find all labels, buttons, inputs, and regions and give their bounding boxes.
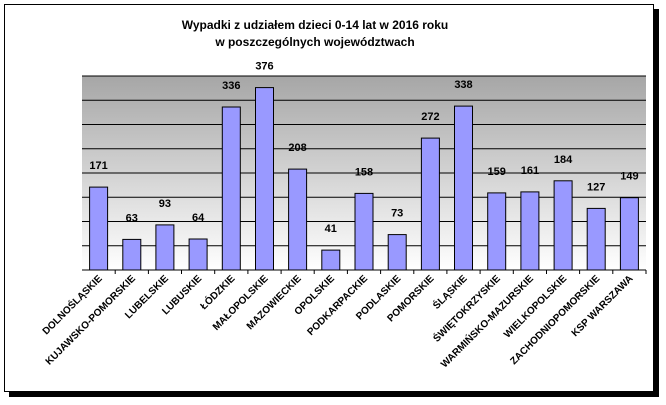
- data-label: 161: [521, 165, 539, 177]
- data-label: 93: [159, 198, 171, 210]
- bar: [221, 106, 241, 271]
- category-label: KSP WARSZAWA: [570, 273, 636, 339]
- bar: [288, 168, 308, 271]
- data-label: 158: [355, 166, 373, 178]
- bar: [420, 137, 440, 271]
- bar: [387, 234, 407, 271]
- data-labels: 171 63 93 64 336 376 208 41 158 73 272 338 159 161 184…: [89, 61, 638, 236]
- bar: [619, 197, 639, 271]
- data-label: 338: [454, 79, 472, 91]
- category-label: WIELKOPOLSKIE: [502, 273, 569, 340]
- data-label: 171: [89, 160, 107, 172]
- bar: [321, 249, 341, 271]
- category-label: PODKARPACKIE: [305, 273, 370, 338]
- bar-chart: Wypadki z udziałem dzieci 0-14 lat w 201…: [39, 18, 647, 370]
- data-label: 159: [488, 166, 506, 178]
- category-label: DOLNOŚLĄSKIE: [39, 272, 105, 338]
- data-label: 376: [255, 61, 273, 73]
- category-labels: DOLNOŚLĄSKIEKUJAWSKO-POMORSKIELUBELSKIEL…: [39, 270, 647, 370]
- bars: [89, 87, 639, 271]
- bar: [354, 192, 374, 271]
- bar: [487, 192, 507, 271]
- chart-frame: Wypadki z udziałem dzieci 0-14 lat w 201…: [4, 4, 654, 392]
- data-label: 64: [192, 212, 205, 224]
- data-label: 73: [391, 208, 403, 220]
- bar: [520, 191, 540, 271]
- bar: [122, 238, 142, 271]
- data-label: 127: [587, 181, 605, 193]
- data-label: 41: [325, 223, 337, 235]
- data-label: 63: [126, 212, 138, 224]
- bar: [89, 186, 109, 271]
- chart-title-line-1: Wypadki z udziałem dzieci 0-14 lat w 201…: [182, 18, 449, 32]
- bar: [255, 87, 274, 271]
- bar: [553, 180, 573, 271]
- data-label: 184: [554, 154, 573, 166]
- bar: [188, 238, 208, 271]
- chart-title-line-2: w poszczególnych województwach: [214, 35, 414, 49]
- data-label: 208: [288, 142, 306, 154]
- data-label: 336: [222, 80, 240, 92]
- data-label: 272: [421, 111, 439, 123]
- data-label: 149: [620, 171, 638, 183]
- bar: [586, 207, 606, 271]
- bar: [454, 105, 473, 271]
- bar: [155, 224, 175, 271]
